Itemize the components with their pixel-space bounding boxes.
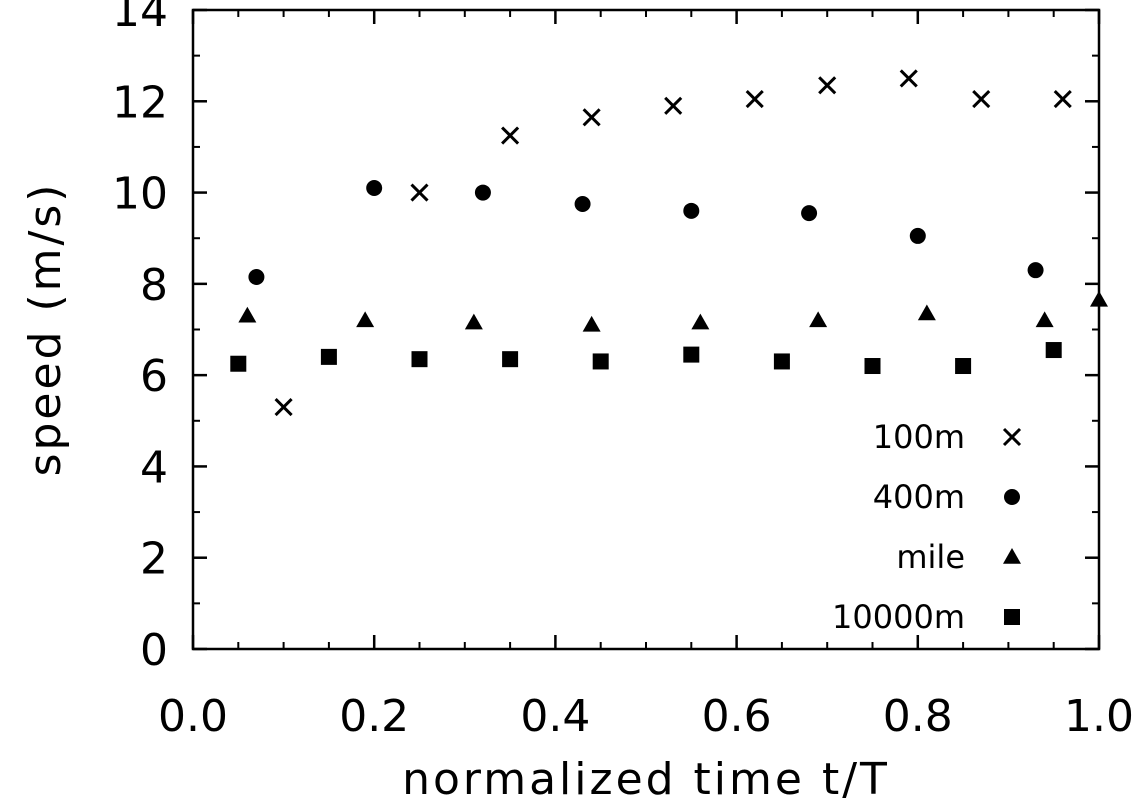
point-400m xyxy=(909,227,926,244)
legend-label: 100m xyxy=(873,418,965,456)
point-400m xyxy=(801,205,818,222)
point-100m xyxy=(664,96,683,115)
point-400m xyxy=(474,184,491,201)
axis-ticks xyxy=(191,8,1101,651)
point-mile xyxy=(809,311,828,328)
x-tick-label: 0.4 xyxy=(520,691,590,742)
y-tick-label: 12 xyxy=(112,77,168,128)
point-100m xyxy=(745,89,764,109)
legend: 100m 400m mile 10000m xyxy=(832,418,1022,636)
point-100m xyxy=(501,126,520,145)
y-tick-label: 14 xyxy=(112,0,168,37)
point-mile xyxy=(464,313,483,330)
point-10000m xyxy=(955,358,972,375)
point-100m xyxy=(818,76,837,95)
legend-label: 400m xyxy=(873,478,965,516)
point-mile xyxy=(582,315,601,332)
point-10000m xyxy=(411,351,428,368)
axis-tick-labels: 0.0 0.2 0.4 0.6 0.8 1.0 0 2 4 6 8 10 12 14 xyxy=(112,0,1134,742)
y-tick-label: 6 xyxy=(140,351,168,402)
point-mile xyxy=(1090,290,1108,307)
point-10000m xyxy=(320,348,337,365)
point-10000m xyxy=(1045,342,1062,359)
x-axis-title: normalized time t/T xyxy=(402,754,890,805)
point-10000m xyxy=(773,353,790,370)
legend-marker xyxy=(1004,489,1020,505)
point-10000m xyxy=(592,353,609,370)
point-10000m xyxy=(864,358,881,375)
point-mile xyxy=(356,311,375,328)
point-mile xyxy=(917,304,936,321)
point-100m xyxy=(274,398,293,417)
point-mile xyxy=(1035,311,1054,328)
point-400m xyxy=(683,202,700,219)
point-mile xyxy=(238,306,257,323)
point-100m xyxy=(1053,89,1072,109)
point-400m xyxy=(1027,262,1044,279)
legend-label: 10000m xyxy=(832,598,965,636)
point-10000m xyxy=(230,355,247,372)
point-400m xyxy=(574,195,591,212)
y-tick-label: 10 xyxy=(112,169,168,220)
x-tick-label: 0.0 xyxy=(158,691,228,742)
y-tick-label: 2 xyxy=(140,534,168,585)
point-100m xyxy=(410,183,429,202)
x-tick-label: 1.0 xyxy=(1064,691,1134,742)
y-tick-label: 4 xyxy=(140,442,168,493)
data-marks xyxy=(230,69,1108,417)
point-10000m xyxy=(683,346,700,363)
y-tick-label: 0 xyxy=(140,625,168,676)
point-100m xyxy=(582,108,601,127)
y-axis-title: speed (m/s) xyxy=(20,182,71,477)
point-100m xyxy=(899,69,918,88)
legend-marker xyxy=(1002,427,1022,447)
point-10000m xyxy=(502,351,519,368)
point-100m xyxy=(972,89,991,109)
point-mile xyxy=(691,313,710,330)
legend-label: mile xyxy=(896,538,965,576)
y-tick-label: 8 xyxy=(140,260,168,311)
point-400m xyxy=(366,180,383,197)
x-tick-label: 0.8 xyxy=(883,691,953,742)
legend-marker xyxy=(1003,548,1021,564)
point-400m xyxy=(248,269,265,286)
legend-marker xyxy=(1004,609,1020,625)
x-tick-label: 0.2 xyxy=(339,691,409,742)
x-tick-label: 0.6 xyxy=(702,691,772,742)
